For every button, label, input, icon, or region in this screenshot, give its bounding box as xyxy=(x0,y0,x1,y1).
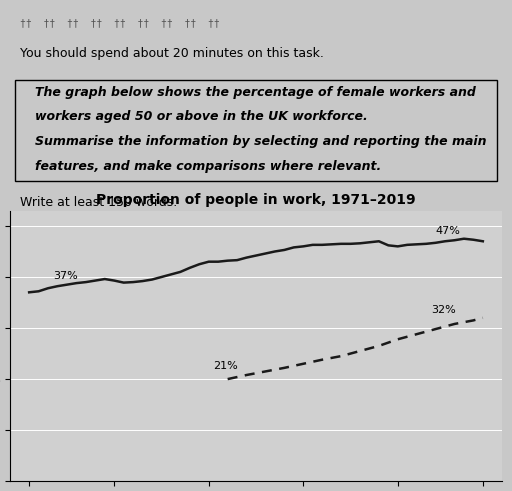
Text: 37%: 37% xyxy=(53,271,77,281)
Text: 47%: 47% xyxy=(436,226,460,236)
Text: The graph below shows the percentage of female workers and: The graph below shows the percentage of … xyxy=(35,85,476,99)
Title: Proportion of people in work, 1971–2019: Proportion of people in work, 1971–2019 xyxy=(96,192,416,207)
Text: You should spend about 20 minutes on this task.: You should spend about 20 minutes on thi… xyxy=(20,47,324,59)
Text: ††  ††  ††  ††  ††  ††  ††  ††  ††: †† †† †† †† †† †† †† †† †† xyxy=(20,18,220,28)
Text: Summarise the information by selecting and reporting the main: Summarise the information by selecting a… xyxy=(35,135,486,148)
Text: workers aged 50 or above in the UK workforce.: workers aged 50 or above in the UK workf… xyxy=(35,110,368,123)
Text: 32%: 32% xyxy=(431,305,456,315)
FancyBboxPatch shape xyxy=(15,81,497,181)
Text: Write at least 150 words.: Write at least 150 words. xyxy=(20,196,177,209)
Text: features, and make comparisons where relevant.: features, and make comparisons where rel… xyxy=(35,160,381,173)
Text: 21%: 21% xyxy=(214,361,238,371)
